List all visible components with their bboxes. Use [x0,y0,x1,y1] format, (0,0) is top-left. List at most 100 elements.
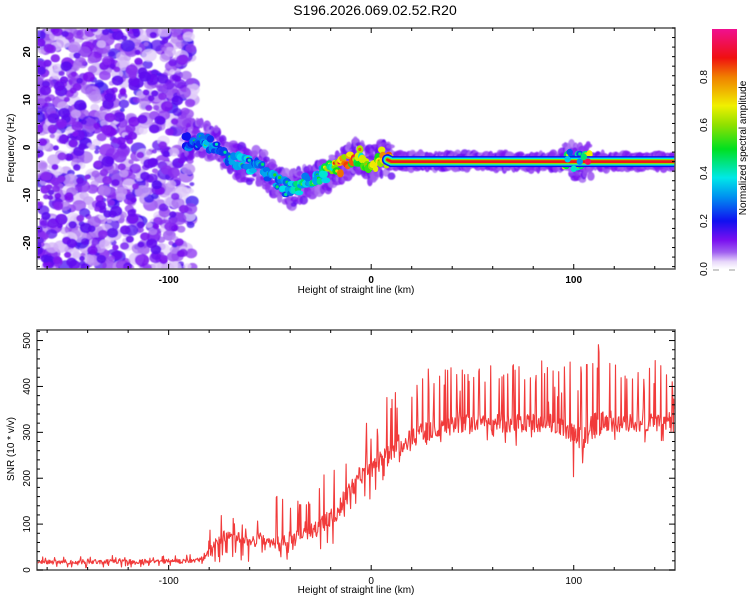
ridge-blob [570,165,577,172]
noise-blob [174,238,184,247]
noise-blob [134,185,150,198]
noise-blob [136,221,145,229]
noise-blob [37,237,45,244]
noise-blob [87,216,101,228]
ridge-blob [566,148,573,156]
noise-blob [128,116,140,127]
noise-blob [176,34,185,41]
noise-blob [66,212,81,225]
ridge-band-layer [386,158,675,163]
noise-blob [79,255,85,262]
noise-blob [150,69,159,76]
ridge-halo-blob [259,149,269,158]
noise-blob [172,108,183,117]
noise-blob [147,157,159,168]
spectrogram-y-label: Frequency (Hz) [6,114,17,183]
noise-blob [54,192,62,199]
noise-blob [73,61,82,69]
noise-blob [70,109,82,119]
noise-blob [39,85,52,96]
ridge-peak [275,185,279,189]
noise-blob [176,225,186,233]
snr-line-area [37,344,675,569]
ridge-halo-blob [331,176,337,183]
noise-blob [68,41,81,53]
ridge-peak [358,147,362,151]
noise-blob [138,126,148,135]
noise-blob [111,179,120,187]
ridge-halo-blob [584,143,593,148]
noise-blob [99,70,111,81]
noise-blob [49,133,55,139]
y-tick-label: 400 [22,378,33,395]
noise-blob [95,195,105,203]
ridge-halo-blob [387,172,396,180]
ridge-blob [321,177,331,184]
ridge-halo-blob [270,163,278,169]
noise-blob [42,261,51,269]
noise-blob [176,54,189,65]
ridge-halo-blob [582,170,588,178]
spectrogram-frame [36,27,676,270]
noise-blob [108,255,115,262]
noise-blob [129,163,142,174]
noise-blob [161,37,169,44]
ridge-blob [341,154,347,160]
spectrogram-x-ticks: -100 0 100 [46,28,656,286]
noise-blob [152,168,159,174]
noise-blob [128,71,137,79]
noise-blob [80,119,87,125]
noise-blob [61,30,69,38]
noise-blob [136,226,144,233]
colorbar-tick-label: 0.6 [699,118,710,132]
snr-x-label: Height of straight line (km) [298,585,415,596]
ridge-blob [318,170,328,179]
noise-blob [142,89,150,96]
noise-blob [149,31,157,39]
noise-blob [72,83,82,91]
noise-blob [39,220,50,229]
noise-blob [58,134,70,144]
noise-blob [171,225,178,232]
noise-blob [77,46,91,57]
noise-blob [100,124,112,134]
snr-x-ticks: -100 0 100 [46,330,656,587]
colorbar-tick-label: 0.8 [699,70,710,84]
noise-blob [111,75,124,86]
noise-blob [80,84,93,95]
spectrogram-y-ticks: -20 -10 0 10 20 [22,27,675,268]
ridge-halo-blob [281,167,291,178]
noise-blob [149,252,163,264]
noise-blob [92,138,101,147]
noise-blob [123,264,132,269]
noise-blob [183,263,192,269]
noise-blob [44,96,52,103]
noise-blob [140,171,150,181]
noise-blob [89,28,99,33]
noise-blob [102,29,110,36]
noise-blob [113,66,121,73]
noise-blob [43,59,52,67]
noise-blob [91,170,100,178]
colorbar-tick-label: 0.0 [699,262,710,276]
noise-blob [96,133,107,142]
noise-blob [175,41,182,48]
ridge-halo-blob [213,125,219,134]
noise-blob [152,105,160,111]
noise-blob [93,160,102,167]
ridge-blob [564,156,571,163]
noise-blob [115,186,128,197]
ridge-peak [578,152,582,156]
noise-blob [76,77,83,84]
ridge-halo-blob [198,117,204,129]
noise-blob [116,51,127,61]
noise-blob [119,169,129,178]
ridge-halo-blob [245,178,253,186]
noise-blob [106,67,113,73]
noise-blob [176,250,185,258]
noise-blob [160,254,168,261]
noise-blob [98,185,111,196]
x-tick-label: 0 [368,275,374,286]
noise-blob [79,191,89,200]
